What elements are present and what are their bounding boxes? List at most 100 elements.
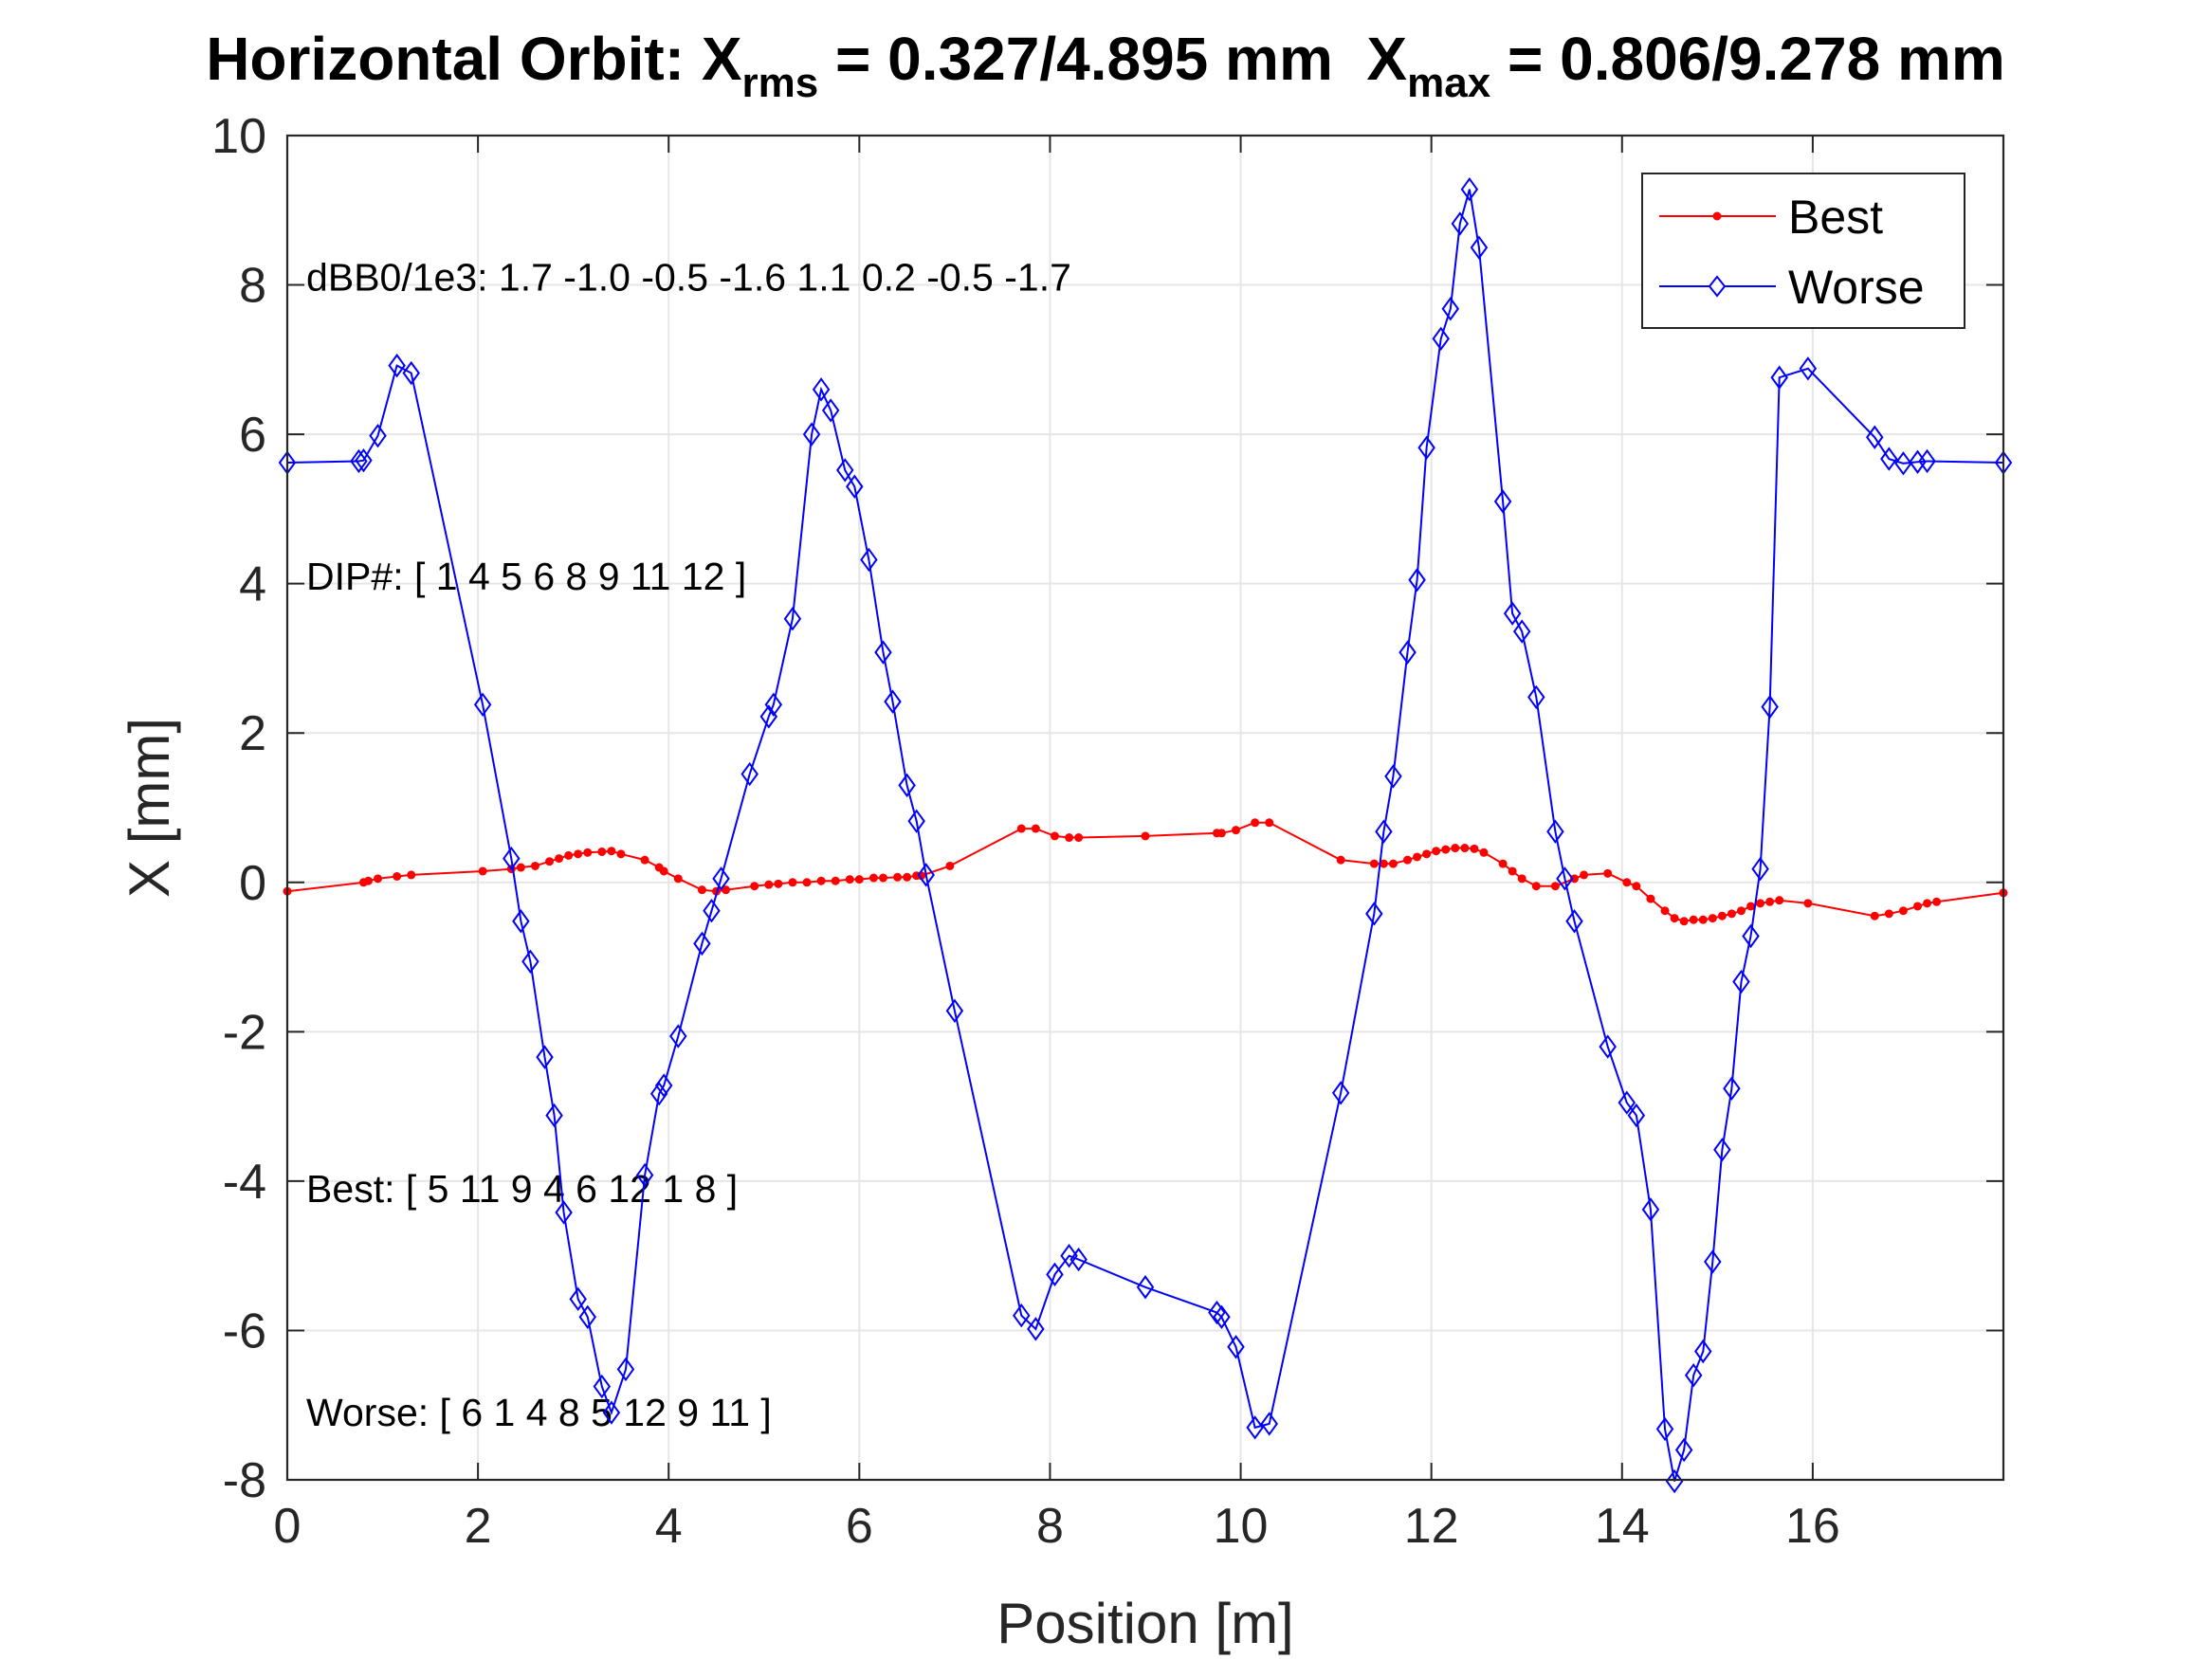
best-point [374,874,383,884]
best-point [1670,914,1679,923]
worse-point [521,949,539,974]
x-tick-label: 12 [1404,1499,1459,1554]
worse-point [1627,1103,1646,1128]
worse-point [1227,1335,1245,1359]
best-point [616,849,626,859]
best-point [1265,818,1274,828]
y-tick-label: 10 [211,109,266,164]
best-point [1216,829,1226,838]
best-point [545,857,555,866]
worse-point [846,474,864,499]
worse-point [1694,1339,1712,1364]
best-point [1016,824,1026,833]
worse-point [1046,1262,1064,1287]
best-point [607,847,616,856]
worse-point [712,866,730,891]
x-tick-label: 8 [1036,1499,1064,1554]
worse-point [783,606,802,631]
best-point [1884,909,1893,919]
worse-point [1512,619,1531,644]
worse-point [945,998,964,1023]
best-point [1550,882,1560,891]
best-point [1803,899,1813,908]
best-point [878,873,887,883]
best-point [1898,906,1908,916]
best-point [583,848,593,857]
best-point [555,854,564,864]
legend-marker-best [1712,211,1722,221]
y-axis-label: X [mm] [118,718,181,898]
best-point [407,870,416,880]
worse-point [836,458,854,483]
series [278,177,2013,1494]
worse-point [1751,856,1769,882]
title-sub-max: max [1407,60,1491,106]
worse-point [1665,1468,1684,1494]
worse-point [369,423,387,448]
worse-point [1384,764,1402,789]
axes-box [285,134,2005,1482]
worse-point [693,931,711,957]
legend-label-worse: Worse [1788,261,1925,314]
worse-point [402,360,420,386]
best-point [831,876,840,885]
best-point [1632,882,1641,891]
best-point [1451,844,1460,853]
worse-point [802,422,821,447]
best-point [845,875,854,884]
worse-point [1432,326,1450,351]
best-point [1775,896,1784,905]
best-point [1531,882,1541,891]
best-point [1336,855,1345,865]
worse-point [1213,1304,1231,1329]
y-tick-label: -6 [223,1304,266,1358]
title-prefix: Horizontal Orbit: X [206,25,742,93]
x-tick-label: 6 [846,1499,873,1554]
legend-box [1641,173,1965,329]
worse-point [1599,1034,1617,1059]
worse-point [602,1400,621,1425]
best-point [945,861,955,870]
worse-point [1136,1275,1155,1300]
best-point [1031,824,1040,833]
title-sub-rms: rms [742,60,819,106]
best-point [1479,848,1489,857]
best-point [1765,897,1775,906]
worse-point [1546,819,1564,844]
worse-point [1460,177,1479,202]
worse-point [1704,1249,1722,1274]
x-tick-label: 16 [1785,1499,1840,1554]
best-point [1470,844,1479,853]
best-point [1708,914,1717,923]
best-point [774,879,783,888]
worse-point [898,773,916,798]
y-tick-label: 0 [239,856,266,911]
worse-point [555,1200,573,1225]
best-point [1460,844,1470,853]
best-point [1432,847,1441,856]
best-point [640,855,649,865]
best-point [1508,866,1517,876]
worse-point [1723,1076,1741,1101]
best-point [478,866,487,876]
best-point [1622,878,1632,887]
best-point [1369,859,1379,868]
worse-point [917,863,935,887]
worse-point [703,899,721,923]
worse-point [635,1162,654,1188]
worse-point [1208,1300,1226,1325]
best-point [673,874,683,884]
worse-point [536,1045,554,1069]
worse-point [649,1082,668,1106]
best-point [1660,906,1670,916]
worse-point [1013,1303,1031,1328]
title-middle: = 0.327/4.895 mm X [818,25,1407,93]
worse-point [1556,866,1574,891]
best-point [697,885,706,895]
best-point [868,873,878,883]
worse-point [1770,365,1788,390]
best-point [1050,831,1059,841]
worse-point [1398,640,1417,665]
worse-point [1674,1437,1693,1463]
worse-point [593,1374,612,1399]
